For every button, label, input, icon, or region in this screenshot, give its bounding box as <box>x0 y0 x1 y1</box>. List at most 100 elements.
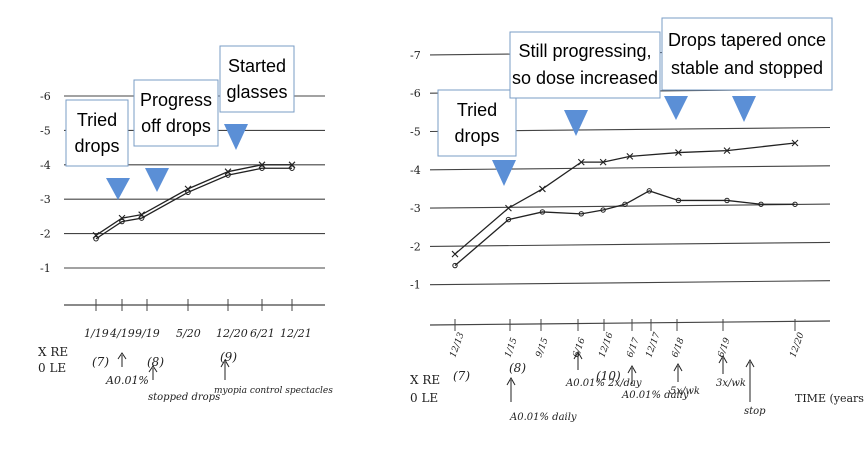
left-callout-3-line-1: Started <box>228 56 286 76</box>
right-callout-1-line-2: drops <box>454 126 499 146</box>
left-marker-triangle-3 <box>224 124 248 150</box>
right-point-le <box>578 211 584 217</box>
right-callout-2-line-1: Still progressing, <box>518 41 651 61</box>
left-hand-a001: A0.01% <box>105 374 149 387</box>
right-x-tick-label: 9/15 <box>534 336 550 359</box>
left-callout-1-line-2: drops <box>74 136 119 156</box>
right-point-re <box>505 204 512 212</box>
left-note-7: (7) <box>92 355 109 369</box>
left-series <box>92 161 296 242</box>
right-y-tick-label: -4 <box>410 164 421 177</box>
right-gridline-h <box>429 241 831 247</box>
left-x-tick-label: 12/20 <box>216 327 248 340</box>
left-marker-triangle-2 <box>145 168 169 192</box>
right-y-tick-label: -6 <box>410 87 421 100</box>
right-y-tick-labels: -7 -6 -5 -4 -3 -2 -1 <box>410 49 421 292</box>
right-point-re <box>599 158 607 166</box>
left-y-tick-label: -6 <box>40 90 51 103</box>
left-x-tick-labels: 1/19 4/19 9/19 5/20 12/20 6/21 12/21 <box>84 327 312 340</box>
left-point-le <box>225 172 231 178</box>
right-series-line-le <box>454 190 795 267</box>
left-legend-re: X RE <box>38 345 68 359</box>
right-x-tick-label: 12/16 <box>597 331 615 359</box>
left-callout-1-line-1: Tried <box>77 110 117 130</box>
right-callout-2-box <box>509 31 661 99</box>
left-callout-tried-drops: Tried drops <box>65 99 129 167</box>
left-y-tick-label: -4 <box>40 159 51 172</box>
right-x-tick-label: 12/17 <box>644 331 662 359</box>
right-point-le <box>452 262 458 269</box>
right-point-le <box>758 201 764 207</box>
right-legend-re: X RE <box>410 373 440 387</box>
right-point-le <box>505 216 512 223</box>
right-x-axis-title: TIME (years) <box>795 392 864 405</box>
right-point-le <box>622 201 628 207</box>
left-point-le <box>138 215 145 221</box>
left-note-9: (9) <box>220 350 237 364</box>
right-x-tick-label: 12/13 <box>448 331 466 359</box>
left-callout-2-line-1: Progress <box>140 90 212 110</box>
right-point-le <box>539 209 546 215</box>
left-hand-stopped: stopped drops <box>148 392 220 403</box>
left-legend-le: 0 LE <box>38 361 66 375</box>
right-y-tick-label: -2 <box>410 240 421 253</box>
right-x-tick-label: 1/15 <box>503 336 519 359</box>
left-callout-glasses: Started glasses <box>219 45 295 113</box>
left-x-tick-label: 4/19 <box>109 327 135 340</box>
right-y-tick-label: -5 <box>410 126 421 139</box>
left-point-le <box>289 165 295 171</box>
right-point-re <box>539 185 546 193</box>
right-point-le <box>600 207 606 213</box>
right-hand-a001-2x: A0.01% 2x/day <box>565 378 642 389</box>
right-hand-5xwk: 5x/wk <box>670 386 700 397</box>
right-x-tick-label: 6/17 <box>625 336 641 359</box>
right-y-tick-label: -1 <box>410 279 421 292</box>
right-point-le <box>792 201 798 207</box>
right-y-tick-label: -3 <box>410 202 421 215</box>
left-callout-3-box <box>219 45 295 113</box>
left-x-tick-label: 12/21 <box>280 327 312 340</box>
left-x-tick-label: 1/19 <box>84 327 109 340</box>
right-point-re <box>723 147 731 155</box>
left-point-le <box>185 189 191 196</box>
right-y-tick-label: -7 <box>410 49 421 62</box>
left-callout-3-line-2: glasses <box>226 82 287 102</box>
left-y-tick-label: -1 <box>40 262 51 275</box>
right-arrowhead-3 <box>627 364 637 374</box>
right-point-le <box>646 188 652 194</box>
left-y-tick-label: -3 <box>40 193 51 206</box>
right-series-line-re <box>454 142 796 255</box>
right-marker-triangle-3 <box>664 96 688 120</box>
right-hand-a001-daily: A0.01% daily <box>509 412 577 423</box>
right-arrowhead-1 <box>506 376 516 386</box>
left-marker-triangle-1 <box>106 178 130 200</box>
left-point-le <box>119 218 125 225</box>
left-callout-1-box <box>65 99 129 167</box>
right-arrowhead-6 <box>745 358 755 368</box>
left-point-le <box>93 236 99 242</box>
right-x-tick-label: 6/19 <box>716 336 732 359</box>
left-arrowhead-3 <box>220 358 230 368</box>
right-callout-3-line-2: stable and stopped <box>671 58 823 78</box>
right-callout-3-box <box>661 17 833 91</box>
left-callout-progress: Progress off drops <box>133 79 219 147</box>
right-arrowhead-2 <box>573 350 583 360</box>
right-callout-dose-increased: Still progressing, so dose increased <box>509 31 661 99</box>
right-gridline-h <box>429 165 831 171</box>
right-x-axis-line <box>429 320 831 326</box>
right-callout-2-line-2: so dose increased <box>512 68 658 88</box>
right-marker-triangle-4 <box>732 96 756 122</box>
right-callout-tried-drops: Tried drops <box>437 89 517 157</box>
right-point-le <box>675 197 682 204</box>
left-y-tick-labels: -6 -5 -4 -3 -2 -1 <box>40 90 51 275</box>
right-arrowhead-5 <box>718 354 728 364</box>
left-arrowhead-1 <box>117 352 127 360</box>
right-point-re <box>451 250 459 258</box>
right-point-re <box>675 149 682 156</box>
right-note-10: (10) <box>596 369 621 383</box>
right-legend-le: 0 LE <box>410 391 438 405</box>
left-callout-2-line-2: off drops <box>141 116 211 136</box>
left-series-line-re <box>95 164 292 236</box>
right-callout-3-line-1: Drops tapered once <box>668 30 826 50</box>
